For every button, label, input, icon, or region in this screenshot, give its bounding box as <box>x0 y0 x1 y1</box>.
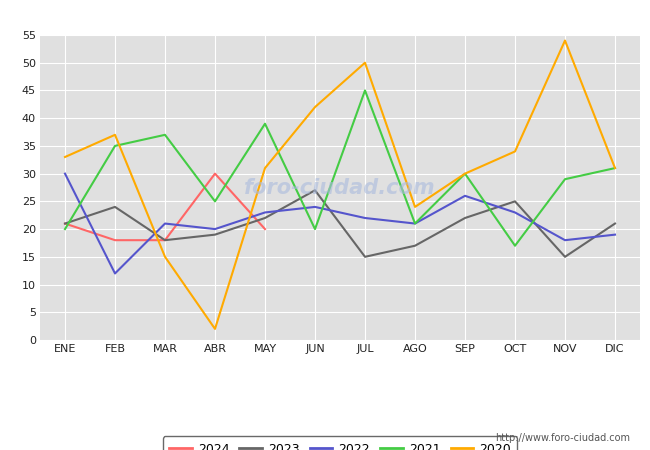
Text: foro-ciudad.com: foro-ciudad.com <box>244 177 436 198</box>
Text: http://www.foro-ciudad.com: http://www.foro-ciudad.com <box>495 433 630 443</box>
Legend: 2024, 2023, 2022, 2021, 2020: 2024, 2023, 2022, 2021, 2020 <box>162 436 517 450</box>
Text: Matriculaciones de Vehiculos en Barbastro: Matriculaciones de Vehiculos en Barbastr… <box>162 8 488 22</box>
